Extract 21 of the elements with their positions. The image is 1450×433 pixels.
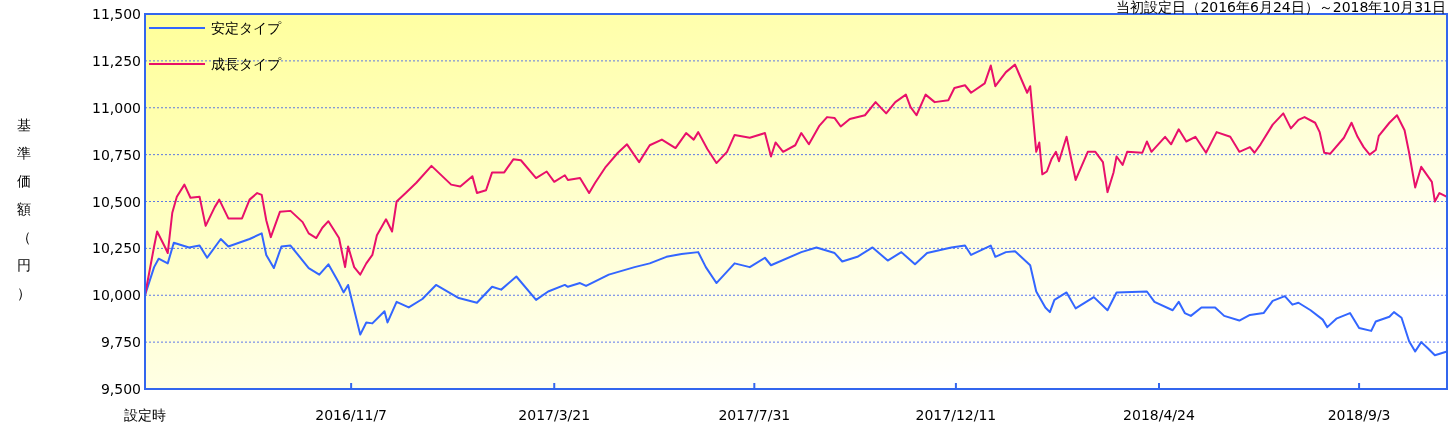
legend-label: 成長タイプ — [211, 56, 282, 72]
y-tick-label: 10,750 — [92, 146, 141, 163]
y-tick-label: 11,000 — [92, 99, 141, 116]
y-tick-label: 10,000 — [92, 287, 141, 304]
y-tick-label: 9,500 — [100, 381, 141, 397]
x-tick-label: 設定時 — [124, 407, 166, 423]
x-tick-label: 2017/3/21 — [518, 407, 591, 423]
x-tick-label: 2016/11/7 — [315, 407, 388, 423]
y-tick-label: 11,500 — [92, 6, 141, 22]
legend-label: 安定タイプ — [211, 20, 282, 36]
y-tick-label: 10,500 — [92, 193, 141, 210]
line-series — [144, 232, 1448, 357]
x-tick-label: 2018/9/3 — [1327, 407, 1391, 423]
y-axis-title: 基準価額（円） — [17, 117, 31, 301]
x-tick-label: 2017/12/11 — [915, 407, 997, 423]
y-tick-label: 10,250 — [92, 240, 141, 257]
x-tick-label: 2018/4/24 — [1123, 407, 1195, 423]
x-tick-label: 2017/7/31 — [718, 407, 791, 423]
y-tick-label: 9,750 — [100, 334, 141, 351]
y-tick-label: 11,250 — [92, 52, 141, 69]
chart-title: 当初設定日（2016年6月24日）～2018年10月31日 — [1116, 0, 1446, 15]
